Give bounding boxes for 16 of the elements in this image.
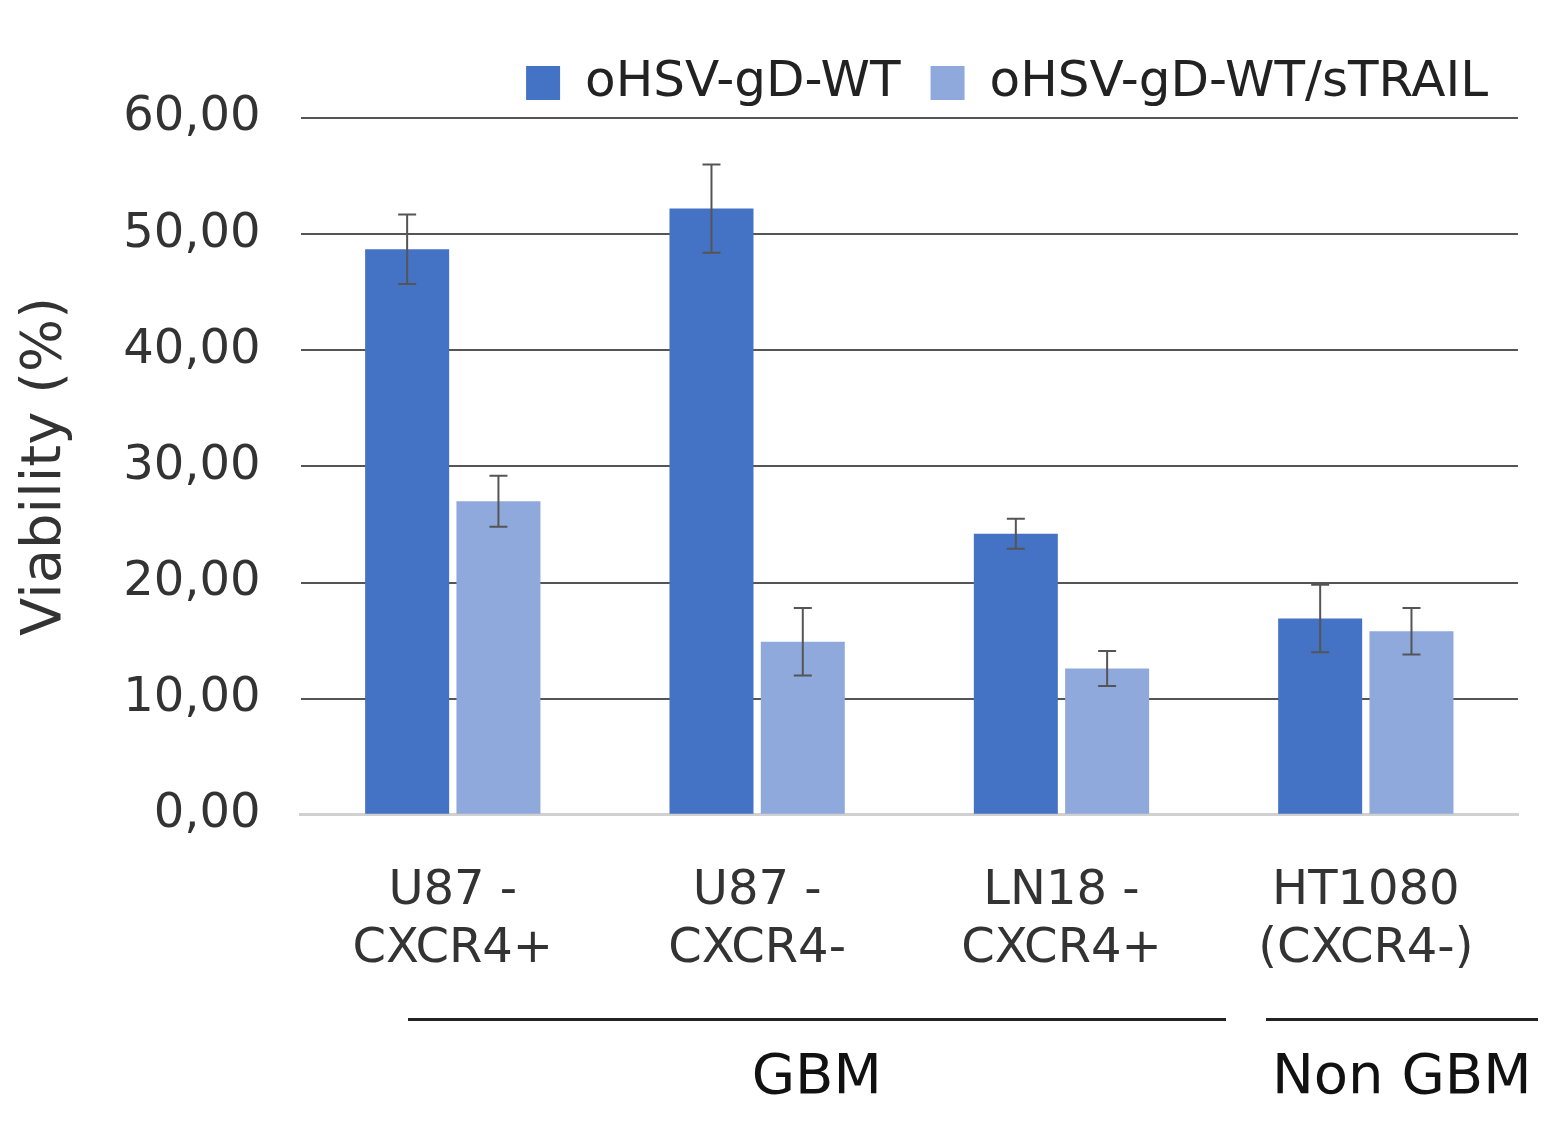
y-tick-label: 10,00 bbox=[123, 666, 261, 723]
text: GBM bbox=[408, 1018, 1226, 1106]
y-tick-label: 0,00 bbox=[153, 782, 261, 839]
y-tick-label: 60,00 bbox=[123, 85, 261, 142]
y-tick-label: 30,00 bbox=[123, 433, 261, 490]
y-tick-label: 50,00 bbox=[123, 201, 261, 258]
legend-label: oHSV-gD-WT/sTRAIL bbox=[989, 49, 1489, 108]
x-tick-label: U87 - CXCR4+ bbox=[352, 859, 554, 973]
x-tick-label: LN18 - CXCR4+ bbox=[961, 859, 1162, 973]
y-axis-title: Viability (%) bbox=[8, 296, 74, 636]
legend-label: oHSV-gD-WT bbox=[585, 49, 902, 108]
y-tick-label: 20,00 bbox=[123, 550, 261, 606]
y-tick-label: 40,00 bbox=[123, 317, 261, 374]
x-tick-label: HT1080 (CXCR4-) bbox=[1258, 859, 1474, 973]
x-tick-label: U87 - CXCR4- bbox=[668, 859, 846, 973]
text: Non GBM bbox=[1265, 1018, 1538, 1106]
